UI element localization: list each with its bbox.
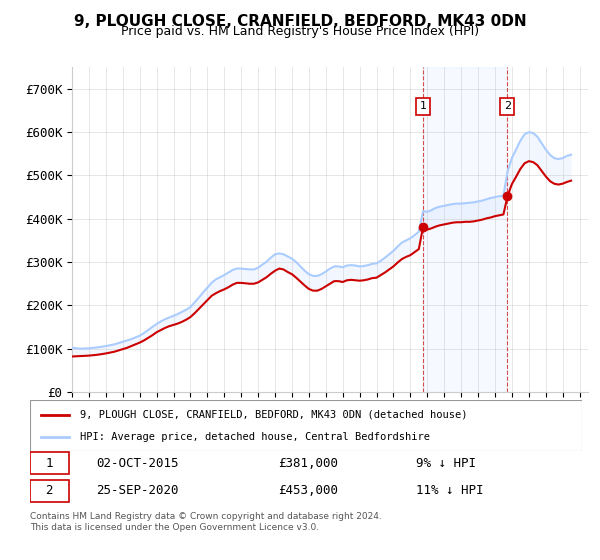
Text: Price paid vs. HM Land Registry's House Price Index (HPI): Price paid vs. HM Land Registry's House … [121, 25, 479, 38]
Text: 9, PLOUGH CLOSE, CRANFIELD, BEDFORD, MK43 0DN: 9, PLOUGH CLOSE, CRANFIELD, BEDFORD, MK4… [74, 14, 526, 29]
Text: 1: 1 [46, 457, 53, 470]
Text: 2: 2 [46, 484, 53, 497]
Text: 02-OCT-2015: 02-OCT-2015 [96, 457, 179, 470]
FancyBboxPatch shape [30, 452, 68, 474]
Text: 25-SEP-2020: 25-SEP-2020 [96, 484, 179, 497]
Text: 9% ↓ HPI: 9% ↓ HPI [416, 457, 476, 470]
Text: 11% ↓ HPI: 11% ↓ HPI [416, 484, 484, 497]
Text: 2: 2 [504, 101, 511, 111]
Text: £453,000: £453,000 [278, 484, 338, 497]
FancyBboxPatch shape [30, 400, 582, 451]
Text: Contains HM Land Registry data © Crown copyright and database right 2024.
This d: Contains HM Land Registry data © Crown c… [30, 512, 382, 532]
Bar [423, 67, 508, 392]
FancyBboxPatch shape [30, 480, 68, 502]
Text: £381,000: £381,000 [278, 457, 338, 470]
Text: HPI: Average price, detached house, Central Bedfordshire: HPI: Average price, detached house, Cent… [80, 432, 430, 442]
Text: 9, PLOUGH CLOSE, CRANFIELD, BEDFORD, MK43 0DN (detached house): 9, PLOUGH CLOSE, CRANFIELD, BEDFORD, MK4… [80, 409, 467, 419]
Text: 1: 1 [419, 101, 427, 111]
